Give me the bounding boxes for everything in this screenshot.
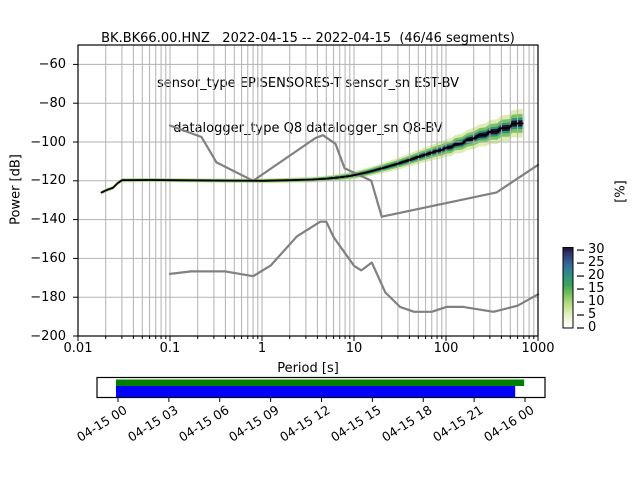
x-tick-label: 1000 [521, 341, 555, 356]
y-tick-label: −120 [30, 173, 66, 189]
colorbar-tick-label: 25 [588, 255, 605, 271]
x-tick-label: 10 [345, 341, 363, 356]
colorbar-tick-label: 10 [588, 294, 605, 310]
y-tick-label: −160 [30, 250, 66, 266]
title-line-sensor: sensor_type EPISENSORES-T sensor_sn EST-… [157, 76, 459, 91]
colorbar-tick-label: 15 [588, 281, 605, 297]
colorbar-tick-label: 30 [588, 242, 605, 258]
x-tick-label: 100 [433, 341, 459, 356]
figure-title: BK.BK66.00.HNZ 2022-04-15 -- 2022-04-15 … [78, 1, 538, 166]
x-tick-label: 0.01 [63, 341, 93, 356]
colorbar-tick-label: 20 [588, 268, 605, 284]
x-axis-label: Period [s] [277, 361, 339, 376]
colorbar-tick-label: 0 [588, 320, 597, 335]
timeline-used-bar [115, 379, 525, 386]
psd-mode-curve [100, 122, 524, 194]
title-line-station: BK.BK66.00.HNZ 2022-04-15 -- 2022-04-15 … [101, 31, 515, 46]
x-tick-label: 1 [257, 341, 267, 356]
colorbar [562, 247, 584, 329]
plot-grid [77, 45, 539, 336]
y-tick-label: −200 [30, 328, 66, 344]
x-tick-label: 0.1 [159, 341, 181, 356]
noise-model-lines [168, 124, 540, 313]
y-tick-label: −100 [30, 134, 66, 150]
timeline-data-bar [115, 386, 516, 397]
y-tick-label: −80 [38, 95, 66, 111]
y-tick-label: −180 [30, 289, 66, 305]
noise-model-curve [168, 220, 540, 313]
axes-tick-marks [73, 63, 539, 341]
psd-mode-line [100, 122, 524, 194]
colorbar-label: [%] [613, 180, 629, 203]
y-tick-label: −140 [30, 212, 66, 228]
timeline-coverage [96, 376, 546, 402]
colorbar-tick-label: 5 [588, 307, 597, 323]
psd-density-band [101, 109, 523, 195]
y-tick-label: −60 [38, 56, 66, 72]
axes-spines [77, 44, 539, 337]
noise-model-curve [168, 124, 540, 218]
